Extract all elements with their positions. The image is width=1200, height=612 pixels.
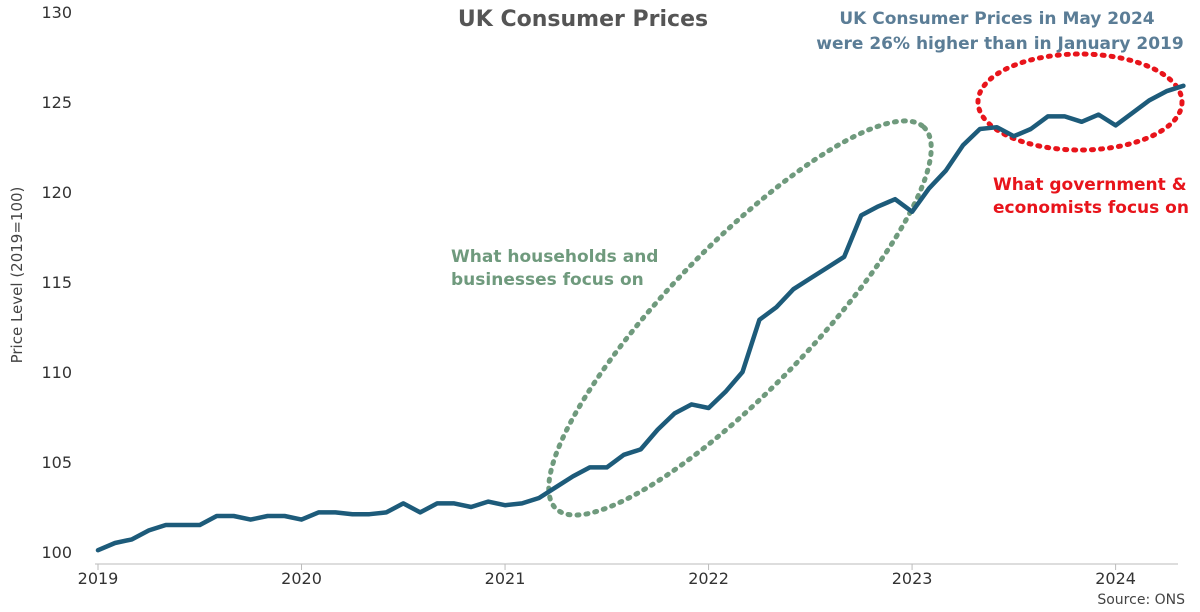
- x-tick-label: 2020: [281, 569, 322, 588]
- annotation-households-line2: businesses focus on: [451, 270, 644, 290]
- y-tick-label: 125: [41, 93, 72, 112]
- x-tick-label: 2024: [1095, 569, 1136, 588]
- y-tick-label: 105: [41, 453, 72, 472]
- chart-title: UK Consumer Prices: [458, 7, 708, 32]
- y-axis-label: Price Level (2019=100): [8, 187, 26, 364]
- source-note: Source: ONS: [1097, 592, 1185, 608]
- x-tick-label: 2022: [688, 569, 729, 588]
- y-tick-label: 120: [41, 183, 72, 202]
- y-tick-label: 100: [41, 543, 72, 562]
- y-tick-label: 110: [41, 363, 72, 382]
- annotation-government-line2: economists focus on: [993, 198, 1189, 218]
- annotation-government-line1: What government &: [993, 175, 1187, 195]
- x-tick-label: 2021: [485, 569, 526, 588]
- y-tick-label: 115: [41, 273, 72, 292]
- households-focus-ellipse: [546, 118, 934, 518]
- price-level-line: [95, 83, 1186, 553]
- y-tick-label: 130: [41, 3, 72, 22]
- x-tick-label: 2019: [78, 569, 119, 588]
- x-axis-ticks: 2019 2020 2021 2022 2023 2024: [78, 564, 1136, 588]
- x-tick-label: 2023: [892, 569, 933, 588]
- y-axis-ticks: 100 105 110 115 120 125 130: [41, 3, 72, 562]
- annotation-may-2024-line1: UK Consumer Prices in May 2024: [839, 9, 1154, 29]
- annotation-households-line1: What households and: [451, 247, 658, 267]
- government-focus-ellipse: [975, 51, 1185, 153]
- annotation-may-2024-line2: were 26% higher than in January 2019: [816, 34, 1183, 54]
